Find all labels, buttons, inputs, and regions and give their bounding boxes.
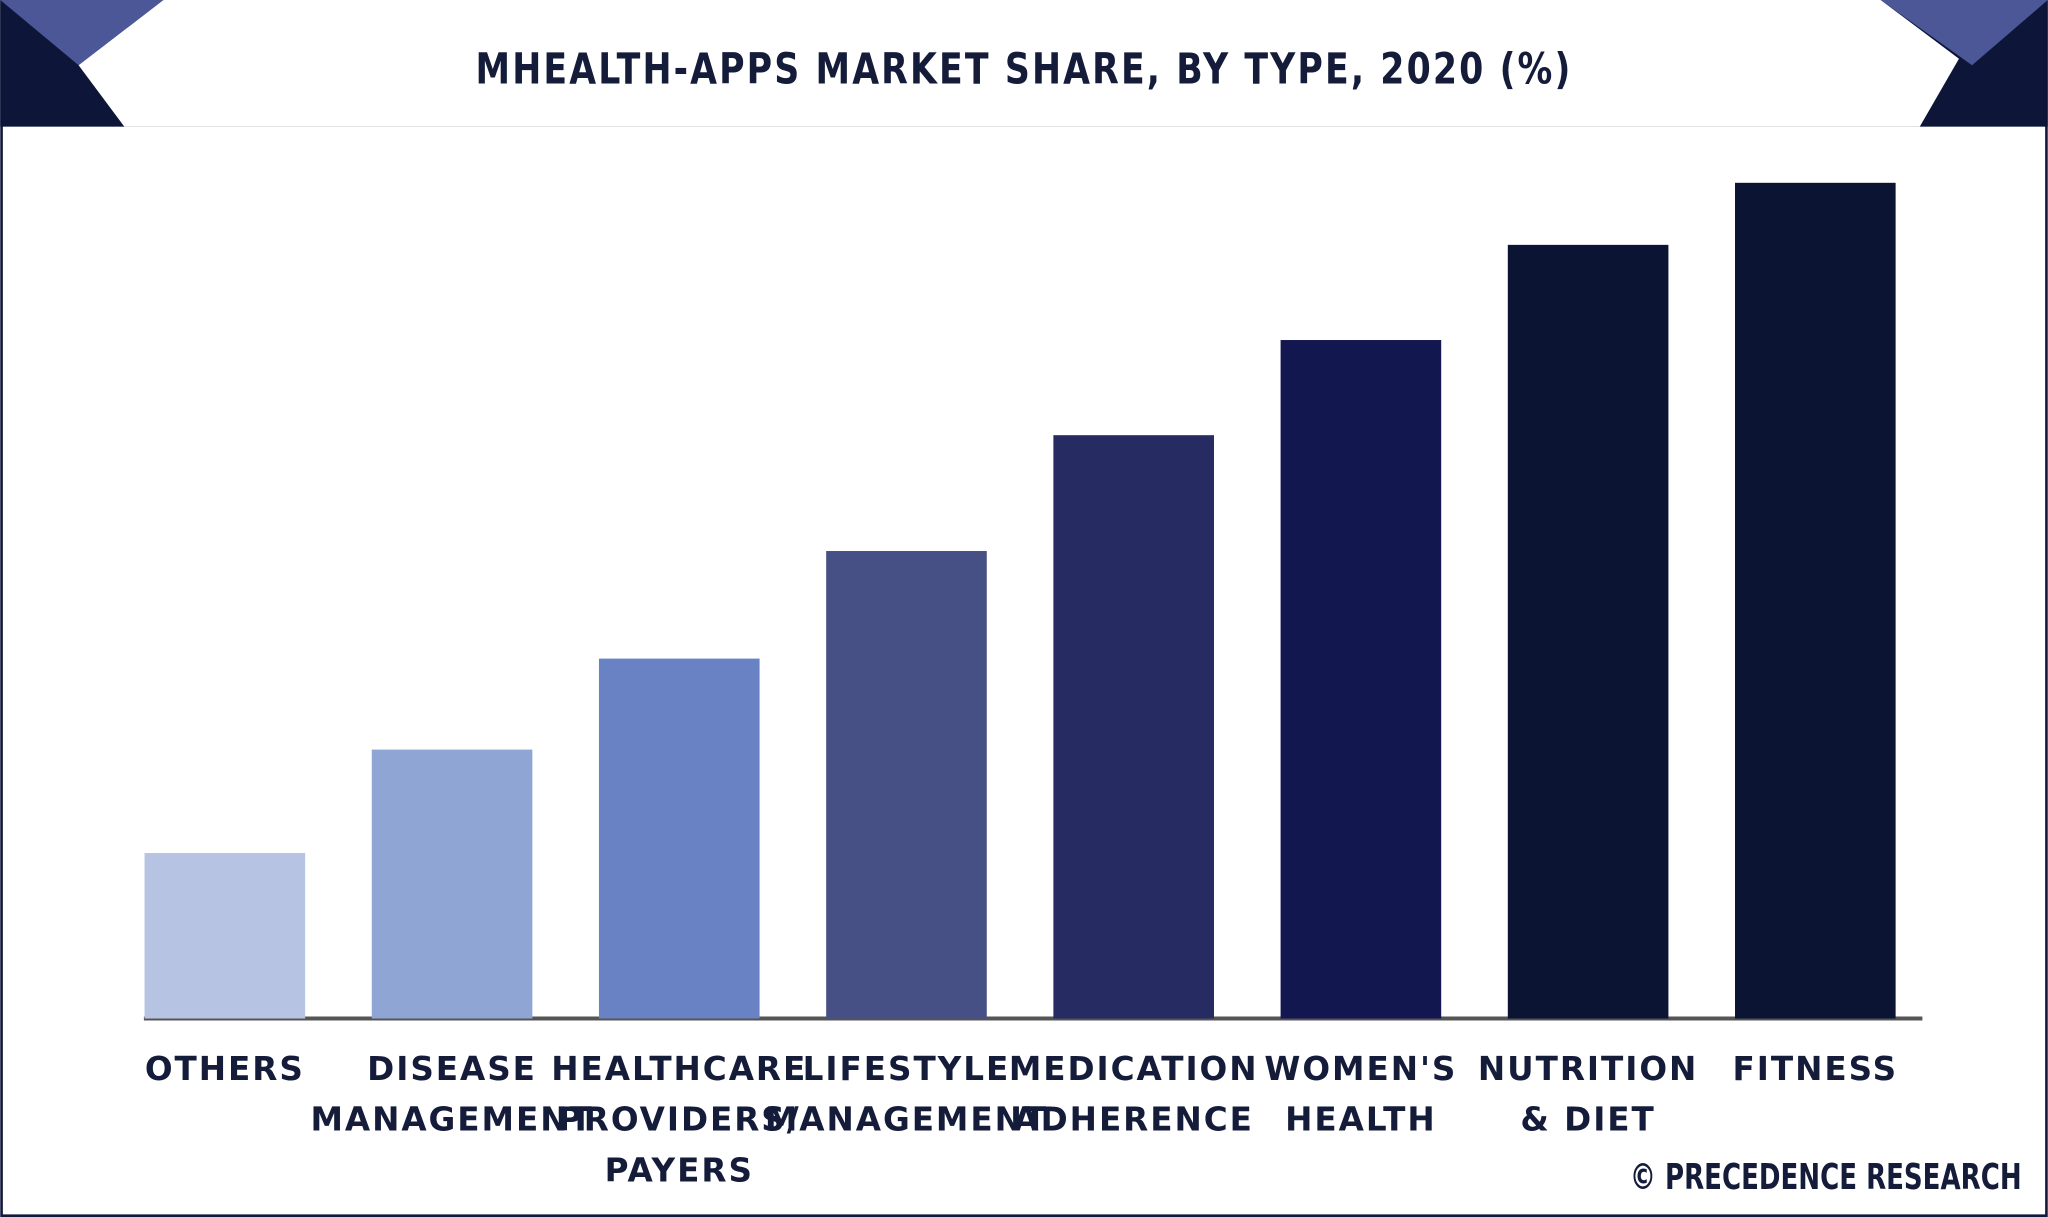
- x-tick-label: NUTRITION & DIET: [1478, 1050, 1698, 1139]
- bar: [1280, 340, 1442, 1019]
- bar: [598, 658, 760, 1019]
- source: © PRECEDENCE RESEARCH: [1630, 1157, 2022, 1198]
- bar: [144, 853, 306, 1019]
- header-panel: [78, 0, 1959, 127]
- bar: [371, 749, 533, 1019]
- corner-accent: [0, 0, 164, 66]
- x-tick-label: FITNESS: [1733, 1050, 1899, 1088]
- chart-title: MHEALTH-APPS MARKET SHARE, BY TYPE, 2020…: [476, 44, 1573, 94]
- corner-accent: [1880, 0, 2048, 66]
- x-tick-label: WOMEN'S HEALTH: [1264, 1050, 1457, 1139]
- bar: [1507, 244, 1669, 1019]
- bar: [1053, 435, 1214, 1019]
- x-tick-label: OTHERS: [145, 1050, 305, 1088]
- bar: [826, 551, 987, 1019]
- bar: [1735, 182, 1896, 1019]
- x-tick-label: LIFESTYLE MANAGEMENT: [765, 1050, 1048, 1139]
- x-tick-label: HEALTHCARE PROVIDERS/PAYERS: [551, 1050, 807, 1190]
- x-tick-label: DISEASE MANAGEMENT: [310, 1050, 593, 1139]
- x-tick-label: MEDICATION ADHERENCE: [1009, 1050, 1259, 1139]
